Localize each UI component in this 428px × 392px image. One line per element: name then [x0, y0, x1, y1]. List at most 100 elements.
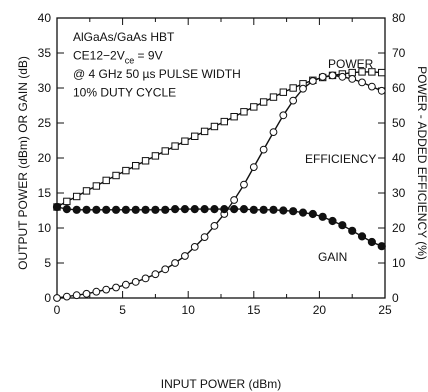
efficiency-point — [121, 280, 130, 289]
y2-tick-label: 30 — [392, 186, 406, 200]
efficiency-line — [56, 74, 382, 299]
efficiency-point — [308, 77, 317, 85]
gain-point — [367, 237, 376, 247]
power-point — [289, 84, 297, 92]
efficiency-point — [230, 196, 239, 204]
gain-point — [62, 205, 71, 214]
efficiency-curve-label: EFFICIENCY — [305, 152, 376, 166]
gain-point — [338, 221, 347, 230]
y2-tick-label: 20 — [392, 221, 406, 235]
gain-point — [357, 232, 367, 241]
annotation-line: AlGaAs/GaAs HBT — [73, 30, 175, 44]
y-tick-label: 10 — [38, 221, 52, 235]
y-tick-label: 20 — [38, 151, 52, 165]
series-layer — [52, 68, 386, 302]
gain-line — [56, 206, 382, 247]
gain-point — [111, 205, 121, 214]
power-point — [102, 176, 110, 185]
power-point — [132, 162, 140, 170]
y2-tick-label: 70 — [392, 46, 406, 60]
efficiency-point — [151, 270, 160, 279]
gain-point — [269, 205, 278, 214]
efficiency-point — [377, 86, 386, 95]
gain-point — [121, 205, 130, 214]
power-point — [82, 187, 91, 195]
series-gain — [52, 202, 386, 251]
y2-axis-ticks: 0 10 20 30 40 50 60 70 80 — [378, 11, 406, 305]
annotation-line: CE12−2Vce = 9V — [73, 49, 163, 66]
x-tick-label: 20 — [313, 303, 327, 317]
annotation-line: 10% DUTY CYCLE — [73, 86, 176, 100]
power-point — [141, 157, 150, 165]
power-point — [269, 93, 278, 101]
y2-tick-label: 80 — [392, 11, 406, 25]
power-point — [378, 68, 386, 77]
gain-point — [190, 205, 199, 214]
power-point — [368, 68, 376, 76]
gain-point — [200, 205, 209, 214]
gain-point — [328, 216, 337, 226]
gain-point — [377, 242, 386, 251]
efficiency-point — [210, 222, 219, 230]
efficiency-point — [53, 294, 61, 302]
efficiency-point — [112, 283, 120, 292]
y-tick-label: 35 — [38, 46, 52, 60]
y-tick-label: 30 — [38, 81, 52, 95]
y2-tick-label: 0 — [392, 291, 399, 305]
efficiency-point — [328, 71, 337, 80]
efficiency-point — [367, 82, 376, 91]
gain-point — [298, 208, 308, 217]
power-point — [220, 117, 228, 126]
y-axis-label: OUTPUT POWER (dBm) OR GAIN (dB) — [16, 56, 30, 270]
power-point — [112, 171, 120, 180]
efficiency-point — [338, 72, 347, 81]
efficiency-point — [279, 111, 288, 120]
power-point — [259, 98, 268, 106]
efficiency-point — [200, 233, 209, 242]
y-tick-label: 15 — [38, 186, 52, 200]
efficiency-point — [131, 278, 140, 286]
x-tick-label: 25 — [378, 303, 392, 317]
efficiency-point — [181, 252, 189, 260]
y2-tick-label: 50 — [392, 116, 406, 130]
power-point — [279, 88, 288, 96]
efficiency-point — [102, 285, 111, 294]
power-point — [200, 127, 209, 136]
gain-curve-label: GAIN — [318, 250, 347, 264]
gain-point — [161, 205, 170, 214]
gain-point — [52, 202, 62, 212]
efficiency-point — [171, 259, 179, 267]
gain-point — [102, 205, 111, 214]
gain-point — [279, 206, 288, 215]
gain-point — [220, 205, 229, 214]
power-point — [171, 142, 179, 150]
efficiency-point — [62, 292, 71, 301]
y-tick-label: 0 — [44, 291, 51, 305]
efficiency-point — [92, 287, 101, 296]
gain-point — [210, 205, 219, 214]
gain-point — [82, 205, 91, 214]
efficiency-point — [299, 84, 307, 93]
efficiency-point — [141, 274, 150, 283]
gain-point — [249, 205, 258, 214]
x-axis-label: INPUT POWER (dBm) — [161, 377, 281, 391]
power-point — [230, 113, 238, 121]
gain-point — [92, 205, 101, 214]
efficiency-point — [240, 180, 248, 189]
efficiency-point — [318, 72, 327, 81]
gain-point — [230, 205, 239, 214]
power-point — [181, 137, 189, 145]
efficiency-point — [190, 243, 199, 251]
power-point — [92, 182, 101, 190]
y2-tick-label: 60 — [392, 81, 406, 95]
series-efficiency — [53, 71, 386, 302]
power-point — [358, 68, 366, 76]
gain-point — [318, 212, 327, 221]
power-point — [122, 166, 130, 175]
chart-annotation: AlGaAs/GaAs HBT CE12−2Vce = 9V@ 4 GHz 50 … — [73, 30, 241, 100]
efficiency-point — [269, 128, 278, 137]
power-point — [250, 103, 258, 111]
efficiency-point — [259, 145, 268, 154]
power-point — [72, 192, 81, 201]
